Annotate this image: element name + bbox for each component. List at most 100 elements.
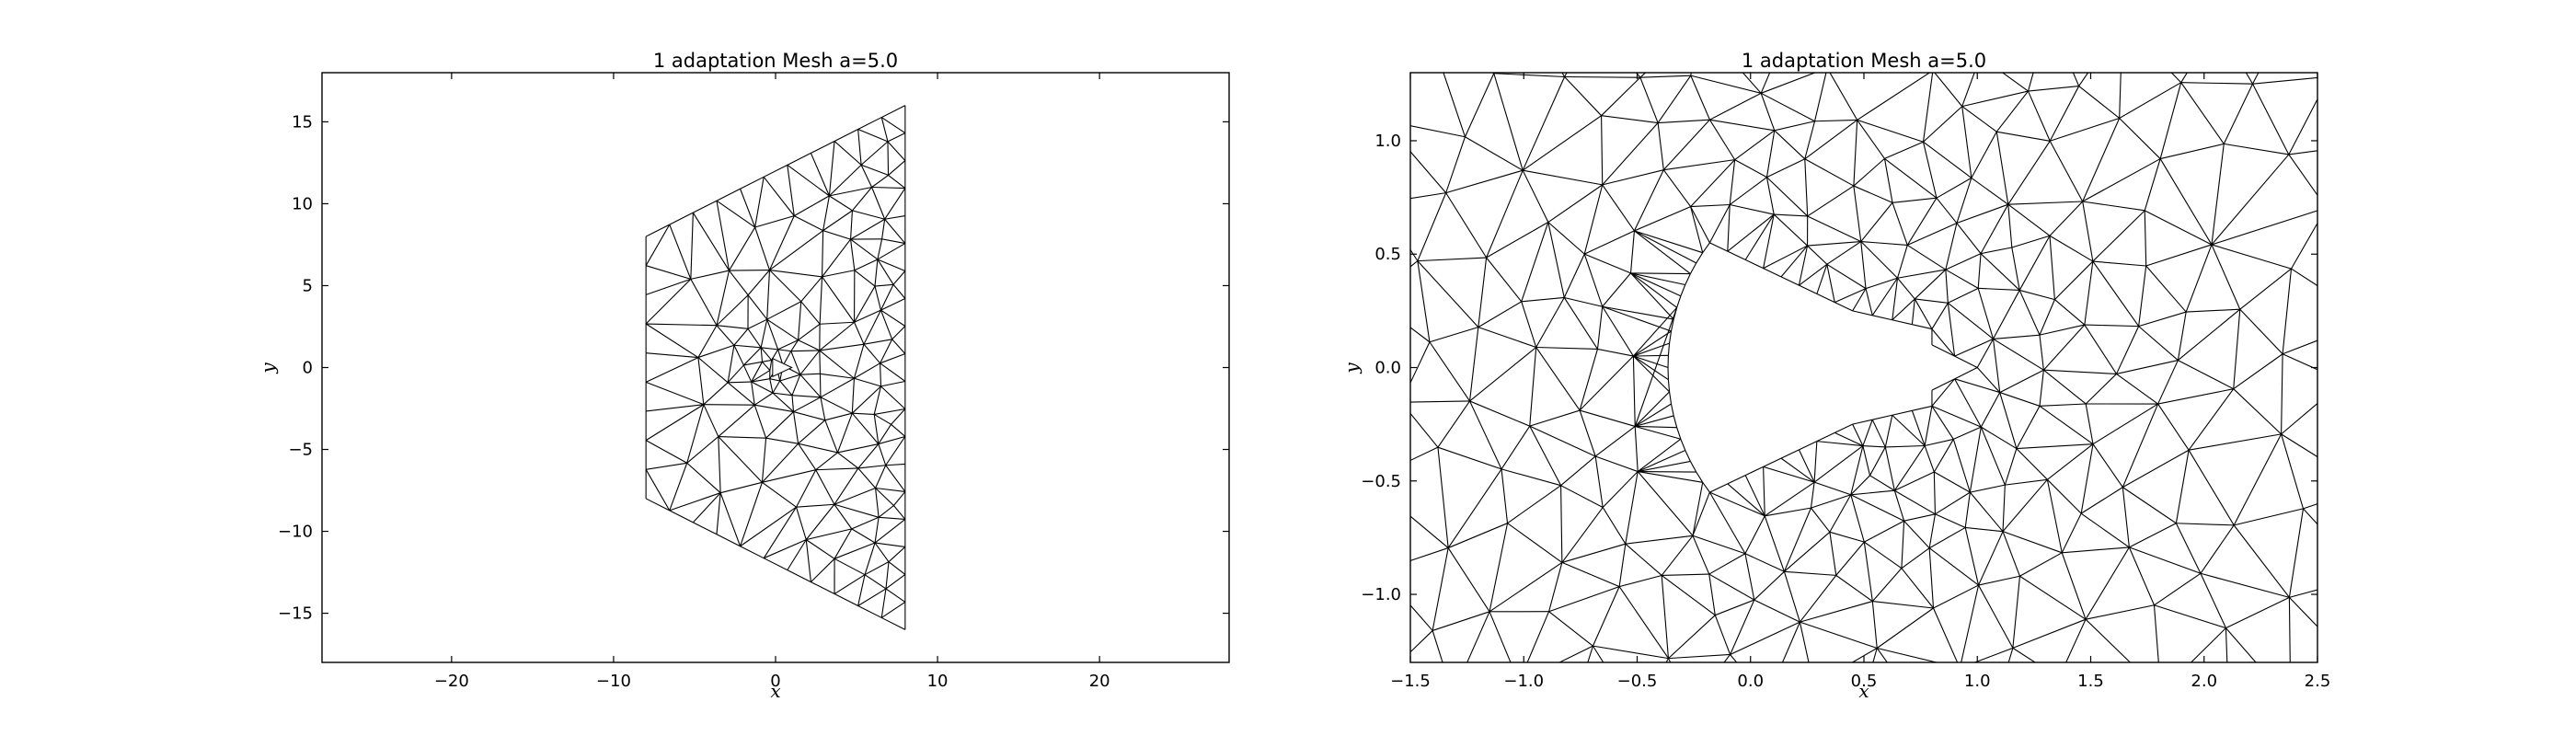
mesh-edge [2039, 324, 2085, 336]
mesh-edge [1961, 106, 1997, 132]
mesh-edge [1602, 507, 1627, 545]
mesh-edge [1410, 150, 1447, 193]
mesh-edge [1877, 647, 1939, 662]
mesh-edge [857, 129, 889, 143]
mesh-edge [1742, 73, 1762, 94]
mesh-edge [880, 309, 893, 339]
mesh-edge [1995, 132, 2009, 205]
mesh-edge [1634, 206, 1691, 232]
mesh-edge [703, 382, 729, 406]
x-axis-label-left: x [770, 680, 780, 702]
mesh-edge [891, 339, 906, 354]
mesh-edge [854, 259, 879, 271]
mesh-edge [729, 270, 749, 296]
mesh-edge [768, 215, 795, 270]
mesh-edge [829, 195, 853, 212]
mesh-edge [1961, 73, 1975, 107]
mesh-edge [2239, 308, 2283, 355]
mesh-edge [1632, 356, 1636, 427]
mesh-edge [1469, 347, 1537, 402]
x-tick-label: 2.0 [2191, 672, 2217, 691]
mesh-edge [1730, 599, 1755, 655]
mesh-edge [762, 469, 816, 483]
mesh-edge [1892, 202, 1908, 246]
mesh-edge [834, 542, 876, 559]
mesh-edge [1429, 327, 1478, 343]
mesh-edge [874, 259, 879, 287]
mesh-edge [1892, 197, 1938, 203]
mesh-edge [2185, 244, 2213, 313]
mesh-edge [1692, 535, 1746, 555]
mesh-edge [1579, 409, 1596, 457]
mesh-edge [1634, 403, 1672, 427]
mesh-edge [1835, 574, 1873, 603]
mesh-edge [2084, 260, 2094, 326]
mesh-edge [2224, 143, 2289, 155]
mesh-edge [2119, 82, 2181, 119]
mesh-edge [754, 215, 795, 228]
mesh-edge [880, 117, 906, 134]
mesh-edge [1948, 302, 1994, 339]
mesh-edge [1804, 119, 1857, 160]
mesh-edge [1766, 177, 1809, 217]
mesh-edge [1893, 445, 1926, 491]
mesh-edge [686, 462, 721, 494]
mesh-edge [1780, 245, 1808, 278]
mesh-edge [1708, 553, 1746, 575]
mesh-edge [860, 164, 889, 176]
mesh-edge [1708, 119, 1736, 160]
mesh-edge [880, 352, 906, 364]
mesh-edge [1709, 92, 1762, 121]
y-tick-label: −5 [288, 441, 313, 460]
mesh-edge [1639, 75, 1691, 78]
mesh-edge [834, 528, 853, 559]
mesh-edge [834, 503, 880, 518]
mesh-edge [1907, 223, 1958, 246]
mesh-edge [1594, 426, 1636, 457]
mesh-edge [2018, 236, 2051, 291]
mesh-edge [1924, 438, 1954, 447]
mesh-edge [1816, 431, 1835, 443]
mesh-edge [782, 351, 792, 366]
mesh-edge [729, 226, 756, 271]
mesh-edge [762, 481, 797, 508]
mesh-edge [763, 506, 797, 558]
x-tick-label: −10 [596, 672, 631, 691]
mesh-edge [645, 469, 671, 512]
mesh-edge [1931, 378, 1956, 407]
mesh-edge [2157, 360, 2179, 405]
mesh-edge [798, 443, 817, 471]
mesh-edge [1469, 400, 1502, 470]
mesh-edge [1680, 439, 1686, 451]
x-tick-label: 0 [770, 672, 780, 691]
mesh-edge [1708, 573, 1716, 615]
mesh-edge [719, 492, 742, 546]
mesh-edge [811, 558, 835, 582]
mesh-edge [779, 380, 793, 397]
mesh-edge [2161, 692, 2291, 702]
mesh-edge [1914, 298, 1933, 329]
mesh-edge [1971, 131, 1997, 178]
mesh-edge [1928, 547, 1979, 586]
mesh-edge [2154, 572, 2202, 606]
mesh-edge [1668, 615, 1716, 660]
mesh-edge [1596, 306, 1604, 350]
mesh-edge [1663, 159, 1735, 171]
mesh-edge [857, 117, 882, 131]
mesh-edge [1934, 73, 1963, 107]
mesh-edge [798, 339, 821, 351]
mesh-edge [1563, 297, 1598, 350]
mesh-edge [763, 176, 795, 216]
mesh-edge [1661, 575, 1716, 616]
mesh-edge [1661, 575, 1670, 659]
mesh-edge [1630, 272, 1691, 275]
mesh-edge [760, 319, 768, 348]
mesh-edge [2007, 203, 2051, 236]
mesh-edge [1410, 604, 1433, 631]
mesh-edge [1521, 296, 1565, 303]
mesh-edge [740, 546, 765, 559]
mesh-edge [697, 357, 729, 384]
mesh-edge [1952, 439, 1971, 493]
mesh-edge [850, 238, 879, 260]
mesh-edge [1601, 115, 1659, 124]
